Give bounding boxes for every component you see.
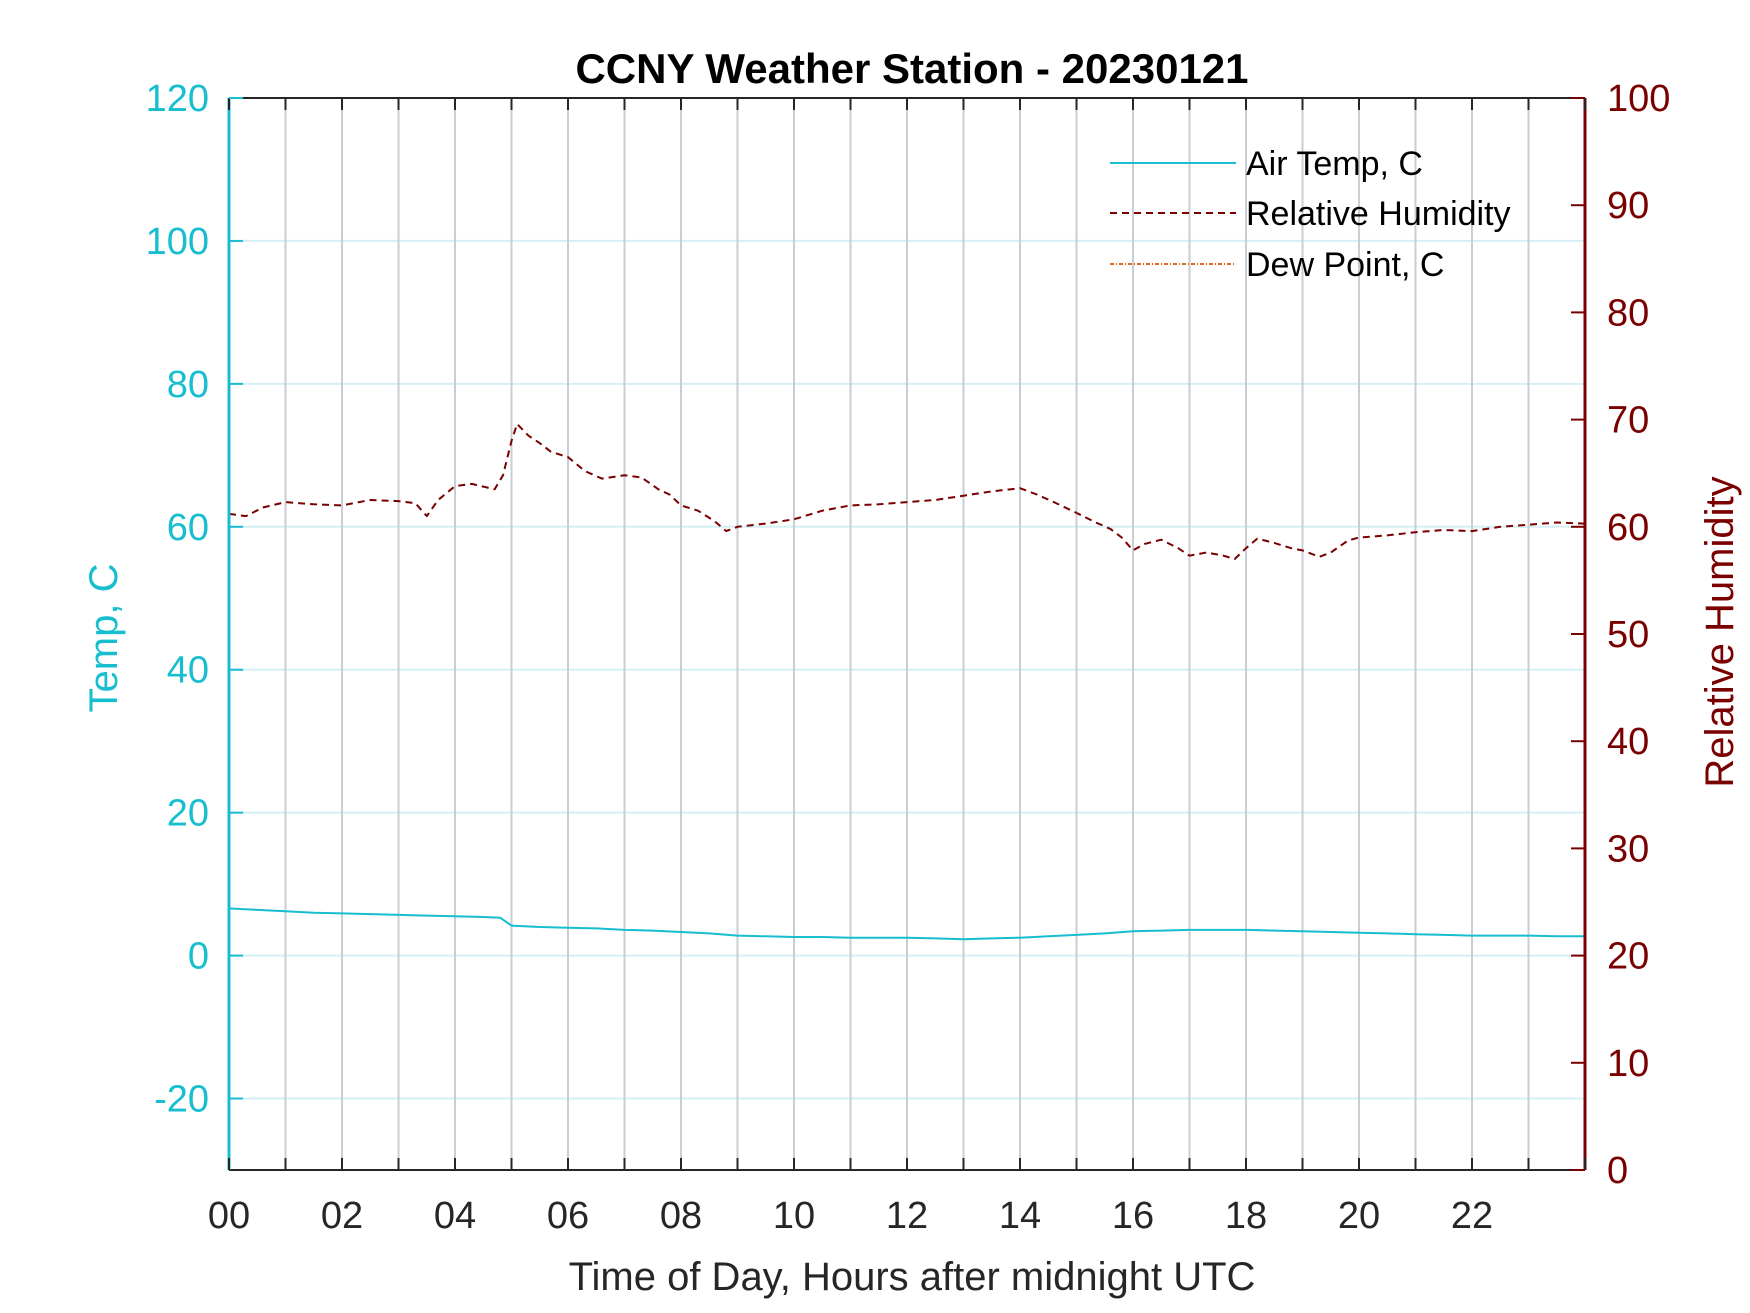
axes: 00 02 04 06 08 10 12 14 16 18 20 22-200204060801001…: [146, 78, 1671, 1237]
x-axis-label: Time of Day, Hours after midnight UTC: [569, 1255, 1256, 1299]
y-left-tick-label: 80: [167, 364, 209, 406]
y-right-tick-label: 70: [1607, 400, 1649, 442]
y-right-tick-label: 100: [1607, 78, 1670, 120]
y-left-tick-label: 20: [167, 793, 209, 835]
legend-label-air-temp: Air Temp, C: [1246, 145, 1423, 183]
x-tick-label: 06: [547, 1195, 589, 1237]
y-right-tick-label: 50: [1607, 614, 1649, 656]
plot-series: [228, 422, 1586, 941]
series-line-relative-humidity: [228, 422, 1586, 560]
y-left-tick-label: 120: [146, 78, 209, 120]
y-axis-label-right: Relative Humidity: [1698, 476, 1742, 787]
legend-label-dew-point: Dew Point, C: [1246, 246, 1444, 284]
y-left-tick-label: 40: [167, 650, 209, 692]
y-right-tick-label: 60: [1607, 507, 1649, 549]
legend: Air Temp, C Relative Humidity Dew Point,…: [1110, 145, 1511, 284]
y-left-tick-label: 100: [146, 221, 209, 263]
y-left-tick-label: 0: [188, 936, 209, 978]
x-tick-label: 02: [321, 1195, 363, 1237]
chart-title: CCNY Weather Station - 20230121: [575, 45, 1248, 92]
y-left-tick-label: -20: [154, 1079, 209, 1121]
x-tick-label: 14: [999, 1195, 1041, 1237]
series-line-air-temp: [228, 907, 1585, 941]
y-right-tick-label: 30: [1607, 828, 1649, 870]
y-right-tick-label: 0: [1607, 1150, 1628, 1192]
y-right-tick-label: 20: [1607, 936, 1649, 978]
y-left-tick-label: 60: [167, 507, 209, 549]
x-tick-label: 10: [773, 1195, 815, 1237]
legend-label-relative-humidity: Relative Humidity: [1246, 195, 1511, 233]
x-tick-label: 20: [1338, 1195, 1380, 1237]
y-right-tick-label: 90: [1607, 185, 1649, 227]
y-right-tick-label: 10: [1607, 1043, 1649, 1085]
x-tick-label: 18: [1225, 1195, 1267, 1237]
y-right-tick-label: 40: [1607, 721, 1649, 763]
y-axis-label-left: Temp, C: [82, 564, 126, 713]
x-tick-label: 00: [208, 1195, 250, 1237]
y-right-tick-label: 80: [1607, 292, 1649, 334]
x-tick-label: 12: [886, 1195, 928, 1237]
grid: [229, 97, 1585, 1170]
x-tick-label: 08: [660, 1195, 702, 1237]
x-tick-label: 22: [1451, 1195, 1493, 1237]
x-tick-label: 04: [434, 1195, 476, 1237]
x-tick-label: 16: [1112, 1195, 1154, 1237]
